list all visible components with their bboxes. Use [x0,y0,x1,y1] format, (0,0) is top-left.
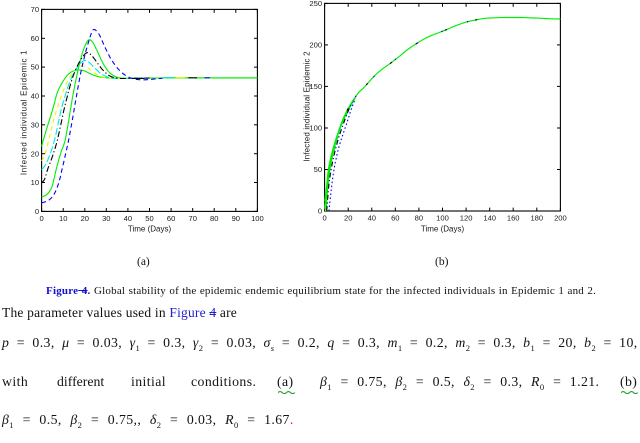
svg-text:0: 0 [318,207,322,216]
svg-text:50: 50 [145,214,153,223]
svg-text:Time (Days): Time (Days) [421,225,465,234]
svg-text:140: 140 [483,214,496,223]
svg-text:0: 0 [322,214,326,223]
svg-text:200: 200 [554,214,567,223]
svg-text:0: 0 [39,214,43,223]
svg-text:90: 90 [232,214,240,223]
svg-text:150: 150 [309,82,322,91]
svg-text:40: 40 [124,214,132,223]
svg-text:Infected individual Epidemic: Infected individual Epidemic 2 [303,51,312,162]
svg-text:250: 250 [309,0,322,8]
svg-text:180: 180 [530,214,543,223]
svg-text:160: 160 [507,214,520,223]
svg-text:Infected individual Epidemic 1: Infected individual Epidemic 1 [20,50,29,175]
svg-text:70: 70 [188,214,196,223]
svg-text:20: 20 [81,214,89,223]
svg-text:30: 30 [102,214,110,223]
svg-text:60: 60 [167,214,175,223]
svg-text:50: 50 [314,165,322,174]
svg-text:10: 10 [59,214,67,223]
svg-text:200: 200 [309,41,322,50]
svg-text:Time (Days): Time (Days) [128,225,172,234]
svg-text:0: 0 [35,207,39,216]
svg-text:100: 100 [251,214,264,223]
svg-text:80: 80 [210,214,218,223]
svg-text:50: 50 [31,63,39,72]
svg-text:10: 10 [31,178,39,187]
svg-text:20: 20 [31,149,39,158]
svg-text:100: 100 [436,214,449,223]
svg-text:100: 100 [309,124,322,133]
svg-text:20: 20 [344,214,352,223]
svg-text:40: 40 [368,214,376,223]
svg-text:40: 40 [31,92,39,101]
svg-text:70: 70 [31,5,39,14]
svg-text:120: 120 [460,214,473,223]
svg-text:80: 80 [415,214,423,223]
svg-text:60: 60 [31,34,39,43]
svg-text:30: 30 [31,120,39,129]
svg-text:60: 60 [391,214,399,223]
